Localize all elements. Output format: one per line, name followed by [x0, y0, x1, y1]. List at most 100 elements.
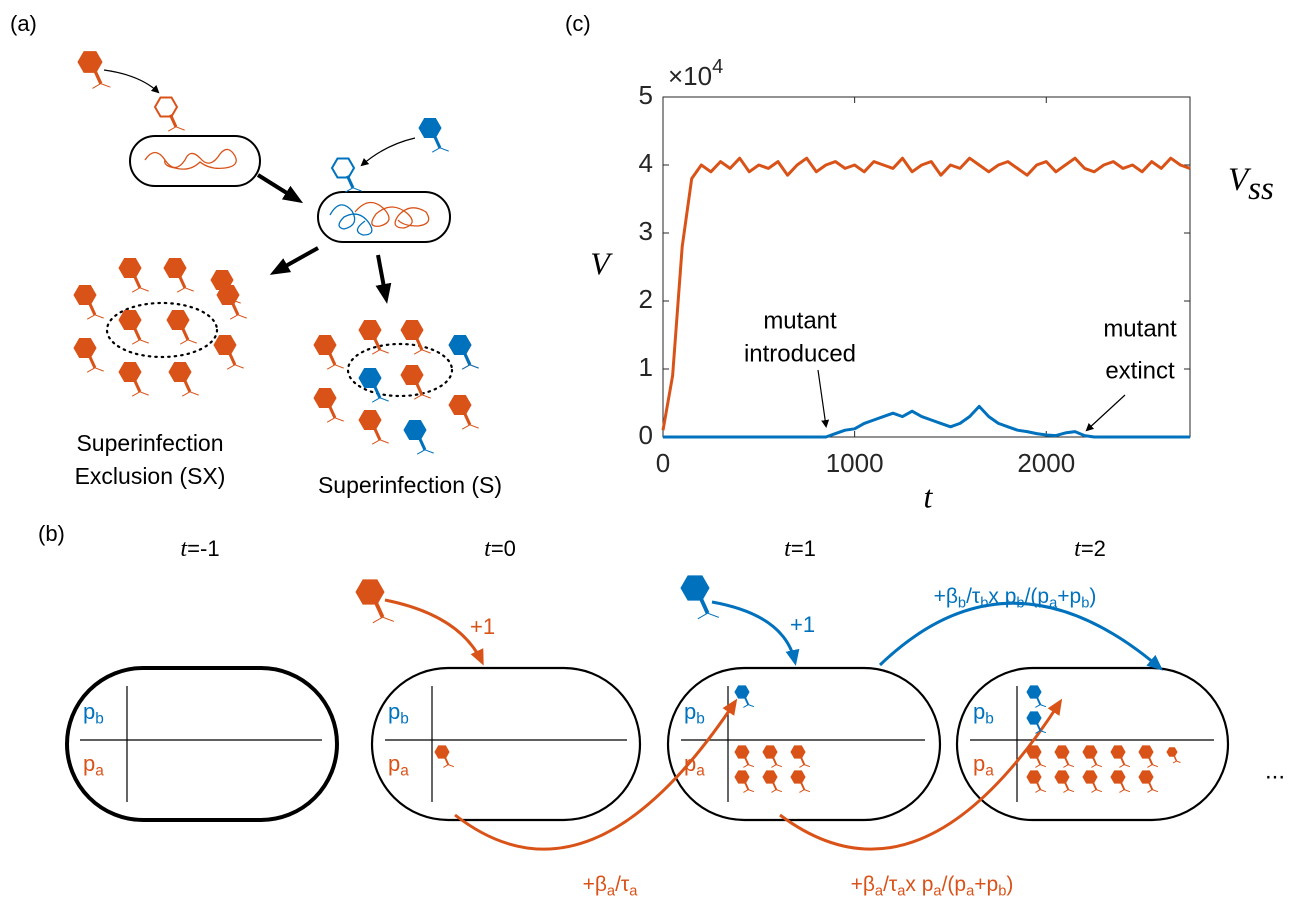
- text-part: b: [400, 711, 409, 728]
- text-part: t: [784, 535, 792, 562]
- phage-icon: [448, 395, 479, 430]
- phage-icon: [403, 420, 434, 455]
- rate-label: +βa/τax pa/(pa+pb): [851, 873, 1014, 900]
- phage-icon: [734, 685, 755, 708]
- phage-legs: [416, 449, 434, 455]
- phage-head: [153, 96, 179, 118]
- p-b-label: pb: [684, 699, 705, 728]
- phage-tail: [372, 337, 382, 351]
- phage-tail: [1035, 756, 1042, 766]
- x-tick-label: 1000: [826, 448, 884, 478]
- phage-legs: [176, 287, 194, 293]
- text-part: +β: [851, 873, 875, 896]
- phage-head: [762, 770, 778, 784]
- phage-tail: [132, 327, 142, 341]
- text-part: =1: [791, 536, 816, 561]
- phage-legs: [1063, 764, 1075, 768]
- plus-one: +1: [470, 614, 495, 639]
- text-part: a: [607, 883, 616, 899]
- phage-tail: [1173, 755, 1178, 762]
- text-part: V: [1228, 162, 1252, 198]
- phage-icon: [166, 310, 197, 345]
- phage-tail: [771, 756, 778, 766]
- phage-legs: [344, 187, 362, 193]
- text-part: a: [933, 883, 942, 899]
- phage-legs: [226, 364, 244, 370]
- panel-b-cells: [65, 666, 1230, 822]
- phage-tail: [799, 756, 806, 766]
- phage-head: [790, 770, 806, 784]
- phage-icon: [358, 320, 389, 355]
- phage-legs: [371, 439, 389, 445]
- phage-tail: [698, 596, 710, 615]
- annotation: extinct: [1105, 357, 1175, 384]
- phage-head: [313, 335, 337, 355]
- phage-tail: [743, 756, 750, 766]
- text-part: a: [897, 883, 906, 899]
- phage-icon: [1082, 770, 1103, 793]
- text-part: ): [1089, 585, 1096, 608]
- rate-label: +βa/τa: [583, 873, 639, 900]
- p-a-label: pa: [83, 751, 104, 780]
- phage-tail: [373, 600, 385, 619]
- text-part: +β: [934, 585, 958, 608]
- y-axis-label: V: [590, 245, 613, 281]
- phage-head: [1054, 745, 1070, 759]
- text-part: +p: [974, 873, 998, 896]
- phage-tail: [1091, 781, 1098, 791]
- text-part: a: [966, 883, 975, 899]
- phage-legs: [743, 704, 755, 708]
- text-part: a: [985, 763, 994, 780]
- text-part: b: [998, 883, 1006, 899]
- phage-icon: [118, 258, 149, 293]
- phage-icon: [734, 745, 755, 768]
- phage-legs: [1147, 764, 1159, 768]
- phage-icon: [313, 388, 344, 423]
- phage-legs: [443, 764, 455, 768]
- phage-legs: [413, 394, 431, 400]
- phage-tail: [87, 302, 97, 316]
- phage-head: [734, 770, 750, 784]
- phage-icon: [434, 745, 455, 768]
- steady-state-label: Vss: [1228, 162, 1274, 207]
- text-part: /τ: [883, 873, 898, 896]
- time-label: t=1: [784, 535, 816, 562]
- phage-tail: [177, 275, 187, 289]
- phage-head: [734, 745, 750, 759]
- phage-icon: [77, 51, 111, 89]
- phage-legs: [371, 349, 389, 355]
- time-label: t=2: [1074, 535, 1106, 562]
- phage-head: [448, 395, 472, 415]
- p-b-label: pb: [388, 699, 409, 728]
- text-part: ): [1006, 873, 1013, 896]
- phage-tail: [372, 385, 382, 399]
- phage-head: [358, 368, 382, 388]
- phage-legs: [86, 367, 104, 373]
- phage-legs: [1063, 789, 1075, 793]
- phage-legs: [167, 126, 185, 132]
- text-part: a: [696, 763, 705, 780]
- time-label: t=0: [484, 535, 516, 562]
- series-line: [661, 156, 1191, 431]
- text-part: b: [1081, 595, 1089, 611]
- phage-legs: [372, 616, 394, 624]
- phage-icon: [790, 745, 811, 768]
- phage-icon: [73, 338, 104, 373]
- phage-head: [216, 285, 240, 305]
- text-part: p: [83, 751, 95, 776]
- phage-tail: [1091, 756, 1098, 766]
- phage-icon: [1110, 745, 1131, 768]
- phage-legs: [131, 391, 149, 397]
- phage-legs: [326, 364, 344, 370]
- phage-icon: [1054, 770, 1075, 793]
- series-line: [663, 404, 1190, 439]
- phage-tail: [345, 175, 355, 189]
- phage-tail: [1119, 781, 1126, 791]
- phage-legs: [1119, 764, 1131, 768]
- phage-legs: [743, 764, 755, 768]
- phage-icon: [680, 575, 719, 620]
- phage-tail: [132, 275, 142, 289]
- phage-legs: [1147, 789, 1159, 793]
- phage-icon: [118, 310, 149, 345]
- phage-legs: [1035, 704, 1047, 708]
